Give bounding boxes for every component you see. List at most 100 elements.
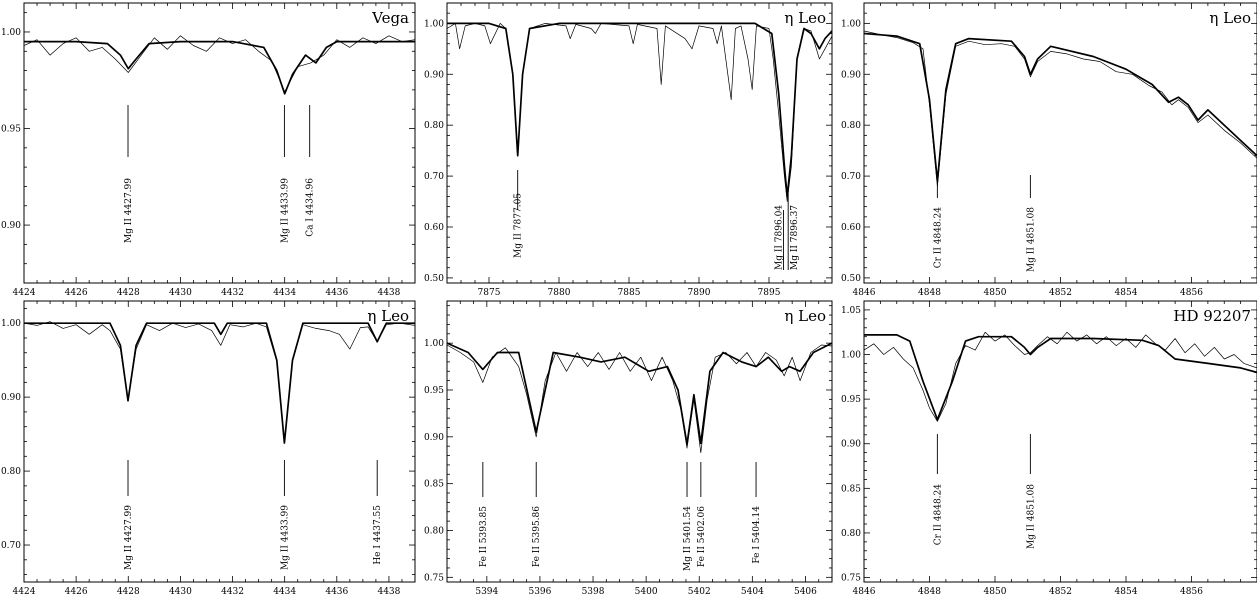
x-tick-label: 7895 — [758, 288, 781, 298]
spectrum-panel-5: 5394 5396 5398 5400 5402 5404 5406 0.75 0.80 0.85… — [424, 300, 833, 597]
x-tick-label: 4852 — [1049, 288, 1072, 298]
line-id-label: Mg II 5401.54 — [683, 506, 693, 571]
x-tick-label: 4424 — [13, 587, 36, 597]
x-tick-label: 4436 — [325, 587, 348, 597]
y-tick-label: 1.00 — [424, 339, 444, 349]
x-tick-label: 4856 — [1180, 587, 1203, 597]
x-tick-label: 4428 — [117, 587, 140, 597]
observed-spectrum-line — [864, 331, 1257, 422]
x-tick-label: 4426 — [65, 288, 88, 298]
y-tick-label: 0.75 — [424, 573, 444, 583]
plot-frame — [446, 2, 833, 284]
model-spectrum-line — [447, 22, 832, 198]
x-tick-label: 4846 — [853, 288, 876, 298]
star-name-label: η Leo — [1209, 9, 1251, 27]
plot-frame — [863, 300, 1257, 583]
x-tick-label: 5400 — [635, 587, 658, 597]
x-tick-label: 7875 — [478, 288, 501, 298]
line-id-label: Mg II 4427.99 — [124, 178, 134, 243]
observed-spectrum-line — [24, 35, 415, 93]
y-tick-label: 1.00 — [424, 19, 444, 29]
observed-spectrum-line — [864, 30, 1257, 187]
star-name-label: HD 92207 — [1173, 307, 1251, 325]
x-tick-label: 5404 — [741, 587, 764, 597]
y-tick-label: 0.95 — [1, 125, 21, 135]
line-id-label: Fe II 5395.86 — [532, 506, 542, 567]
y-tick-label: 0.90 — [1, 393, 21, 403]
x-tick-label: 4856 — [1180, 288, 1203, 298]
y-tick-label: 0.50 — [841, 274, 861, 284]
observed-spectrum-line — [447, 344, 832, 454]
y-tick-label: 0.80 — [424, 121, 444, 131]
x-tick-label: 7880 — [548, 288, 571, 298]
star-name-label: Vega — [371, 9, 409, 27]
x-tick-label: 5394 — [475, 587, 498, 597]
y-tick-label: 0.85 — [424, 480, 444, 490]
x-tick-label: 4434 — [273, 587, 296, 597]
model-spectrum-line — [447, 342, 832, 446]
y-tick-label: 1.00 — [1, 28, 21, 38]
x-tick-label: 5398 — [582, 587, 605, 597]
y-tick-label: 0.90 — [841, 70, 861, 80]
spectrum-panel-2: 7875 7880 7885 7890 7895 0.50 0.60 0.70 0.80 0.90… — [424, 2, 833, 298]
line-id-label: Mg II 4427.99 — [124, 505, 134, 570]
y-tick-label: 1.05 — [841, 306, 861, 316]
y-tick-label: 0.70 — [841, 172, 861, 182]
y-tick-label: 0.50 — [424, 274, 444, 284]
model-spectrum-line — [24, 40, 415, 95]
x-tick-label: 4424 — [13, 288, 36, 298]
x-tick-label: 4432 — [221, 288, 244, 298]
y-tick-label: 0.90 — [424, 70, 444, 80]
y-tick-label: 1.00 — [841, 19, 861, 29]
x-tick-label: 5396 — [528, 587, 551, 597]
x-tick-label: 4852 — [1049, 587, 1072, 597]
line-id-label: Fe I 5404.14 — [752, 506, 762, 564]
y-tick-label: 0.85 — [841, 484, 861, 494]
model-spectrum-line — [864, 334, 1257, 421]
plot-frame — [863, 2, 1257, 284]
y-tick-label: 0.80 — [841, 529, 861, 539]
spectrum-panel-1: 4424 4426 4428 4430 4432 4434 4436 4438 0.90 0.95… — [1, 2, 416, 298]
y-tick-label: 0.90 — [1, 221, 21, 231]
y-tick-label: 0.80 — [841, 121, 861, 131]
y-tick-label: 0.90 — [424, 433, 444, 443]
y-tick-label: 0.80 — [424, 526, 444, 536]
line-id-label: Mg II 7896.37 — [790, 205, 800, 270]
line-id-label: Mg II 7896.04 — [775, 205, 785, 270]
y-tick-label: 0.60 — [841, 223, 861, 233]
spectrum-panel-3: 4846 4848 4850 4852 4854 4856 0.50 0.60 0.70 0.80… — [841, 2, 1257, 298]
y-tick-label: 0.90 — [841, 440, 861, 450]
y-tick-label: 1.00 — [841, 351, 861, 361]
x-tick-label: 5402 — [688, 587, 711, 597]
x-tick-label: 7890 — [688, 288, 711, 298]
x-tick-label: 4430 — [169, 288, 192, 298]
line-id-label: Mg II 4433.99 — [280, 505, 290, 570]
y-tick-label: 0.95 — [841, 395, 861, 405]
line-id-label: Fe II 5402.06 — [697, 506, 707, 567]
line-id-label: Mg II 7877.05 — [514, 193, 524, 258]
y-tick-label: 1.00 — [1, 319, 21, 329]
x-tick-label: 4854 — [1115, 587, 1138, 597]
y-tick-label: 0.70 — [424, 172, 444, 182]
line-id-label: Cr II 4848.24 — [933, 484, 943, 546]
x-tick-label: 4848 — [918, 587, 941, 597]
x-tick-label: 4850 — [984, 288, 1007, 298]
line-id-label: Fe II 5393.85 — [479, 506, 489, 567]
x-tick-label: 5406 — [794, 587, 817, 597]
x-tick-label: 4434 — [273, 288, 296, 298]
star-name-label: η Leo — [367, 307, 409, 325]
x-tick-label: 7885 — [618, 288, 641, 298]
x-tick-label: 4428 — [117, 288, 140, 298]
observed-spectrum-line — [447, 23, 832, 202]
y-tick-label: 0.75 — [841, 574, 861, 584]
line-id-label: Mg II 4851.08 — [1026, 484, 1036, 549]
spectrum-panel-4: 4424 4426 4428 4430 4432 4434 4436 4438 0.70 0.80… — [1, 300, 416, 597]
x-tick-label: 4426 — [65, 587, 88, 597]
line-id-label: Mg II 4851.08 — [1026, 207, 1036, 272]
x-tick-label: 4846 — [853, 587, 876, 597]
x-tick-label: 4850 — [984, 587, 1007, 597]
x-tick-label: 4436 — [325, 288, 348, 298]
spectrum-panel-6: 4846 4848 4850 4852 4854 4856 0.75 0.80 0.85 0.90… — [841, 300, 1257, 597]
star-name-label: η Leo — [784, 9, 826, 27]
